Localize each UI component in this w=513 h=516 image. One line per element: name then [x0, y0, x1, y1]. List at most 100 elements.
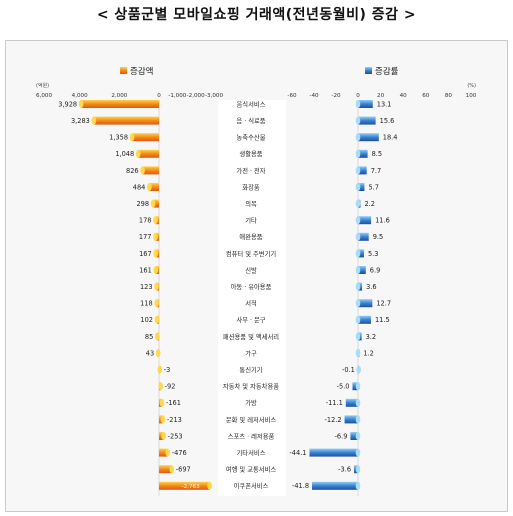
- category-label: 음식서비스: [237, 99, 266, 108]
- amount-bar-cap: [207, 481, 212, 490]
- amount-bar-cap: [129, 133, 135, 142]
- amount-label: 161: [139, 266, 152, 274]
- amount-bar: [93, 116, 159, 125]
- amount-label: 102: [140, 316, 153, 324]
- left-tick-label: 4,000: [72, 93, 88, 99]
- amount-label: 178: [139, 217, 152, 225]
- amount-bar-cap: [154, 282, 159, 291]
- rate-bar: [358, 116, 376, 125]
- rate-bar: [358, 266, 366, 274]
- rate-bar-cap: [355, 199, 361, 208]
- rate-label: -3.6: [338, 466, 351, 474]
- amount-label: -213: [167, 416, 182, 424]
- amount-bar: [159, 448, 168, 457]
- legend-left-label: 증감액: [130, 66, 153, 77]
- category-label: 가방: [245, 398, 257, 407]
- amount-label: -476: [172, 449, 187, 457]
- amount-bar-cap: [155, 332, 160, 341]
- category-label: 서적: [245, 299, 257, 308]
- rate-bar-cap: [355, 216, 361, 225]
- rate-bar-cap: [355, 282, 361, 291]
- right-tick-label: 40: [400, 93, 408, 99]
- right-tick-label: 80: [445, 93, 453, 99]
- amount-label: 1,358: [109, 134, 128, 142]
- rate-bar: [358, 149, 368, 158]
- rate-label: -6.9: [335, 432, 348, 440]
- category-label: 문화 및 레저서비스: [226, 415, 277, 424]
- right-tick-label: -60: [287, 93, 297, 99]
- amount-bar-cap: [169, 465, 175, 474]
- left-tick-label: -2,000: [187, 93, 205, 99]
- amount-bar: [149, 183, 159, 191]
- amount-bar-cap: [150, 199, 156, 208]
- rate-bar-cap: [355, 149, 361, 158]
- right-tick-label: 0: [356, 93, 360, 99]
- amount-bar-cap: [153, 232, 158, 241]
- amount-bar: [159, 432, 164, 440]
- amount-bar-cap: [153, 216, 158, 225]
- rate-bar-cap: [355, 116, 361, 125]
- category-label: 생활용품: [239, 149, 262, 158]
- category-label: 음 · 식료품: [236, 116, 265, 125]
- category-label: 화장품: [242, 182, 260, 191]
- rate-bar: [358, 216, 372, 225]
- amount-bar-cap: [135, 149, 141, 158]
- rate-bar-cap: [355, 232, 361, 241]
- rate-label: 11.5: [375, 316, 390, 324]
- amount-bar: [132, 133, 159, 142]
- category-column-bg: [218, 100, 286, 496]
- rate-bar: [312, 481, 358, 490]
- amount-label: 85: [145, 333, 153, 341]
- category-label: 기타서비스: [237, 448, 266, 457]
- category-label: 농축수산물: [237, 133, 266, 142]
- amount-label: -3: [164, 366, 171, 374]
- rate-bar-cap: [355, 415, 361, 424]
- legend-right-label: 증감률: [375, 66, 399, 77]
- rate-bar-cap: [356, 365, 361, 374]
- amount-label: -92: [165, 383, 176, 391]
- rate-bar-cap: [355, 183, 361, 191]
- rate-bar-cap: [355, 382, 361, 391]
- left-tick-label: 0: [157, 93, 161, 99]
- rate-label: 11.6: [375, 217, 390, 225]
- rate-bar-cap: [355, 266, 361, 274]
- category-label: 의복: [245, 199, 257, 208]
- amount-bar-cap: [147, 183, 152, 191]
- rate-bar-cap: [355, 315, 361, 324]
- amount-bar-cap: [160, 415, 166, 424]
- page-title: < 상품군별 모바일쇼핑 거래액(전년동월비) 증감 >: [96, 7, 417, 23]
- amount-label: 43: [146, 349, 154, 357]
- right-tick-label: 60: [422, 93, 430, 99]
- right-tick-label: -20: [331, 93, 341, 99]
- rate-bar: [358, 299, 373, 308]
- amount-label: 3,928: [58, 100, 77, 108]
- rate-bar-cap: [355, 481, 361, 490]
- category-label: 패션용품 및 액세서리: [223, 332, 279, 341]
- rate-label: 7.7: [371, 167, 382, 175]
- left-tick-label: 2,000: [111, 93, 127, 99]
- rate-bar: [358, 249, 364, 258]
- amount-bar-cap: [78, 100, 84, 108]
- category-label: 컴퓨터 및 주변기기: [226, 249, 276, 258]
- amount-label: 484: [133, 183, 146, 191]
- rate-label: 18.4: [383, 134, 398, 142]
- right-tick-label: 100: [466, 93, 477, 99]
- legend-right-swatch: [365, 67, 372, 74]
- category-label: 스포츠 · 레저용품: [228, 431, 275, 440]
- amount-bar-cap: [154, 315, 160, 324]
- rate-bar: [344, 415, 358, 424]
- rate-bar: [309, 448, 358, 457]
- amount-bar: [153, 199, 159, 208]
- category-label: 기타: [245, 216, 257, 225]
- rate-bar-cap: [355, 133, 361, 142]
- left-unit-label: (억원): [36, 82, 49, 89]
- rate-label: 6.9: [370, 266, 381, 274]
- rate-label: 13.1: [377, 100, 392, 108]
- category-label: 가구: [245, 348, 257, 357]
- amount-bar-cap: [153, 266, 159, 274]
- amount-bar-cap: [161, 432, 166, 440]
- rate-label: 1.2: [363, 349, 374, 357]
- amount-label: 177: [139, 233, 152, 241]
- rate-label: 3.6: [366, 283, 377, 291]
